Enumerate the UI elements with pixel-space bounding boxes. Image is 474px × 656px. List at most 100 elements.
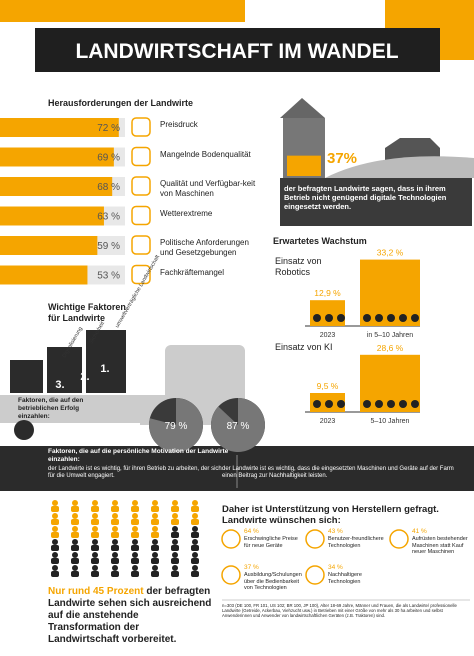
farmer-icon: [92, 552, 98, 558]
title-box: [35, 28, 440, 72]
farmer-icon: [111, 571, 119, 577]
farmer-icon: [92, 565, 98, 571]
farmer-icon: [152, 552, 158, 558]
farmer-icon: [92, 539, 98, 545]
support-label: 41 %: [412, 528, 427, 535]
plant: [363, 400, 371, 408]
bale: [10, 360, 43, 393]
plant: [411, 400, 419, 408]
bar: [0, 265, 88, 285]
support-text: Benutzer-freundlichere Technologien: [328, 536, 384, 549]
farmer-icon: [91, 545, 99, 551]
farmer-icon: [72, 513, 78, 519]
farmer-icon: [52, 539, 58, 545]
farmer-icon: [111, 519, 119, 525]
farmer-icon: [192, 552, 198, 558]
support-label: 43 %: [328, 528, 343, 535]
farmer-icon: [72, 526, 78, 532]
trailer-text: Faktoren, die auf den betrieblichen Erfo…: [18, 397, 84, 420]
digital-box: [280, 178, 472, 226]
growth-name: Einsatz von KI: [275, 342, 333, 352]
farmer-icon: [152, 500, 158, 506]
growth-value: 28,6 %: [377, 343, 404, 353]
farmer-icon: [51, 519, 59, 525]
challenge-text: Politische Anforderungen und Gesetzgebun…: [160, 238, 249, 257]
farmer-icon: [172, 513, 178, 519]
support-icon: [305, 529, 325, 549]
bar: [0, 147, 114, 167]
farmer-icon: [152, 539, 158, 545]
farmer-icon: [112, 539, 118, 545]
wheel-text: der Landwirte ist es wichtig, für ihren …: [48, 466, 222, 480]
plant: [375, 400, 383, 408]
challenge-icon: [131, 146, 151, 167]
wheel-share: [149, 398, 203, 452]
farmer-icon: [151, 532, 159, 538]
bar-label: 69 %: [97, 153, 120, 164]
farmer-icon: [51, 571, 59, 577]
farmer-icon: [51, 506, 59, 512]
farmer-icon: [151, 506, 159, 512]
bar-label: 63 %: [97, 212, 120, 223]
plant: [363, 314, 371, 322]
farmer-icon: [132, 539, 138, 545]
farmer-icon: [132, 552, 138, 558]
farmer-icon: [132, 500, 138, 506]
farmer-icon: [111, 558, 119, 564]
challenges-heading: Herausforderungen der Landwirte: [48, 98, 194, 108]
growth-category: 2023: [320, 418, 336, 425]
farmer-icon: [72, 539, 78, 545]
farmer-icon: [191, 532, 199, 538]
farmer-icon: [191, 519, 199, 525]
farmer-icon: [192, 500, 198, 506]
bar-label: 68 %: [97, 182, 120, 193]
farmer-icon: [131, 558, 139, 564]
farmer-icon: [111, 532, 119, 538]
farmer-icon: [152, 513, 158, 519]
bale: [47, 347, 82, 393]
farmer-icon: [52, 500, 58, 506]
farmer-icon: [152, 526, 158, 532]
farmer-icon: [192, 565, 198, 571]
farmer-icon: [71, 558, 79, 564]
growth-value: 33,2 %: [377, 248, 404, 258]
farmer-icon: [131, 506, 139, 512]
farmer-icon: [131, 532, 139, 538]
motivation-heading: Faktoren, die auf die persönliche Motiva…: [48, 448, 229, 463]
farmer-icon: [52, 526, 58, 532]
growth-name: Einsatz von Robotics: [275, 256, 322, 277]
wheel-share: [211, 398, 266, 453]
farmer-icon: [52, 513, 58, 519]
farmer-icon: [71, 571, 79, 577]
farmer-icon: [52, 552, 58, 558]
farmer-icon: [172, 565, 178, 571]
plant: [337, 314, 345, 322]
farmer-icon: [151, 571, 159, 577]
farmer-icon: [151, 545, 159, 551]
challenge-icon: [131, 205, 151, 226]
farmer-icon: [92, 513, 98, 519]
farmer-icon: [112, 526, 118, 532]
plant: [313, 400, 321, 408]
support-text: Nachhaltigere Technologien: [328, 572, 362, 585]
trailer: [0, 395, 160, 423]
trailer-wheel: [14, 420, 34, 440]
farmers-highlight: Nur rund 45 Prozent: [48, 586, 144, 597]
growth-category: 2023: [320, 332, 336, 339]
bale-rank: 2.: [80, 371, 89, 383]
farmer-icon: [152, 565, 158, 571]
plant: [337, 400, 345, 408]
wheel-text: der Landwirte ist es wichtig, dass die e…: [222, 466, 454, 480]
farmer-icon: [71, 545, 79, 551]
growth-value: 9,5 %: [317, 381, 339, 391]
bar: [0, 177, 113, 196]
farmer-icon: [131, 545, 139, 551]
support-icon: [305, 565, 325, 585]
support-heading: Daher ist Unterstützung von Herstellern …: [222, 504, 439, 527]
farmer-icon: [92, 500, 98, 506]
bar-label: 72 %: [97, 123, 120, 134]
farmer-icon: [132, 526, 138, 532]
field: [325, 156, 474, 178]
